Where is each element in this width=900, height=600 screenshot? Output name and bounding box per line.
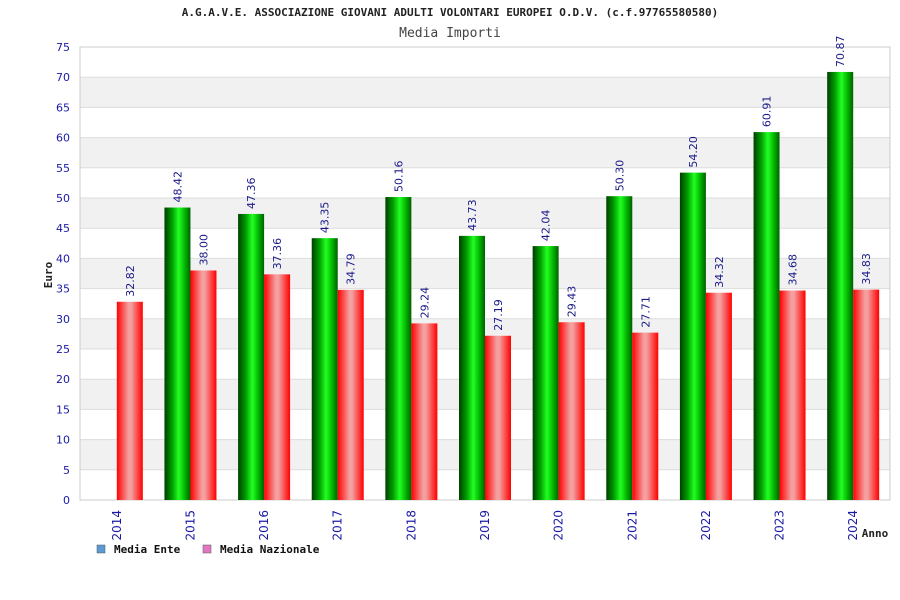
legend-label: Media Ente: [114, 543, 181, 556]
y-tick-label: 25: [56, 343, 70, 356]
bar-media-nazionale: [264, 274, 291, 500]
x-tick-label: 2017: [331, 510, 345, 541]
legend-label: Media Nazionale: [220, 543, 320, 556]
grid-band: [80, 47, 890, 78]
bar-media-ente: [238, 213, 265, 500]
data-label: 27.19: [492, 299, 505, 331]
y-tick-label: 45: [56, 222, 70, 235]
data-label: 37.36: [271, 238, 284, 270]
data-label: 29.24: [418, 287, 431, 319]
y-axis-label: Euro: [42, 261, 55, 288]
y-tick-label: 65: [56, 101, 70, 114]
data-label: 27.71: [639, 296, 652, 328]
data-label: 32.82: [124, 265, 137, 297]
bar-media-nazionale: [779, 290, 806, 500]
data-label: 50.30: [613, 160, 626, 192]
bar-media-ente: [385, 197, 412, 500]
y-tick-label: 20: [56, 373, 70, 386]
legend-swatch: [202, 544, 212, 554]
data-label: 43.35: [319, 202, 332, 234]
y-axis: 0 5 10 15 20 25 30 35 40 45 50 55 60 65 70 75: [56, 41, 70, 507]
bar-media-nazionale: [116, 301, 143, 500]
x-tick-label: 2022: [699, 510, 713, 541]
bars: 32.82 48.42 38.00 47.36 37.36 43.35 34.79 50.16…: [116, 35, 880, 501]
x-tick-label: 2024: [846, 510, 860, 541]
bar-media-nazionale: [705, 292, 732, 500]
x-tick-label: 2018: [404, 510, 418, 541]
data-label: 34.83: [860, 253, 873, 285]
y-tick-label: 10: [56, 434, 70, 447]
chart-subtitle: Media Importi: [399, 26, 501, 41]
bar-media-ente: [606, 196, 633, 501]
data-label: 70.87: [834, 35, 847, 67]
y-tick-label: 15: [56, 403, 70, 416]
data-label: 34.32: [713, 256, 726, 288]
data-label: 43.73: [466, 199, 479, 231]
bar-media-ente: [164, 207, 191, 500]
y-tick-label: 60: [56, 132, 70, 145]
bar-media-nazionale: [485, 335, 511, 500]
x-tick-label: 2016: [257, 510, 271, 541]
x-tick-label: 2015: [183, 510, 197, 541]
chart-title: A.G.A.V.E. ASSOCIAZIONE GIOVANI ADULTI V…: [182, 6, 718, 19]
bar-media-nazionale: [190, 270, 217, 500]
bar-media-nazionale: [411, 323, 438, 500]
data-label: 60.91: [761, 96, 774, 128]
bar-media-ente: [827, 71, 854, 501]
bar-media-nazionale: [853, 289, 880, 500]
y-tick-label: 35: [56, 283, 70, 296]
y-tick-label: 55: [56, 162, 70, 175]
x-axis-label: Anno: [862, 527, 889, 540]
data-label: 34.68: [787, 254, 800, 286]
bar-media-ente: [679, 172, 706, 500]
bar-media-ente: [532, 246, 559, 500]
data-label: 48.42: [171, 171, 184, 203]
x-axis: 2014 2015 2016 2017 2018 2019 2020 2021 2022 2023…: [110, 510, 860, 541]
bar-media-nazionale: [337, 289, 364, 500]
data-label: 34.79: [345, 253, 358, 285]
y-tick-label: 0: [63, 494, 70, 507]
data-label: 47.36: [245, 177, 258, 209]
y-tick-label: 50: [56, 192, 70, 205]
bar-media-ente: [753, 132, 780, 500]
y-tick-label: 30: [56, 313, 70, 326]
x-tick-label: 2023: [773, 510, 787, 541]
legend-swatch: [96, 544, 106, 554]
y-tick-label: 70: [56, 71, 70, 84]
x-tick-label: 2019: [478, 510, 492, 541]
bar-media-ente: [459, 235, 485, 501]
x-tick-label: 2014: [110, 510, 124, 541]
bar-media-ente: [311, 238, 338, 500]
data-label: 50.16: [392, 161, 405, 193]
bar-media-nazionale: [558, 322, 585, 500]
y-tick-label: 5: [63, 464, 70, 477]
data-label: 54.20: [687, 136, 700, 168]
grid-band: [80, 77, 890, 108]
data-label: 42.04: [540, 210, 553, 242]
data-label: 38.00: [197, 234, 210, 266]
x-tick-label: 2020: [552, 510, 566, 541]
x-tick-label: 2021: [625, 510, 639, 541]
legend: Media Ente Media Nazionale: [96, 543, 320, 556]
bar-media-nazionale: [632, 332, 659, 500]
data-label: 29.43: [566, 286, 579, 318]
y-tick-label: 75: [56, 41, 70, 54]
y-tick-label: 40: [56, 252, 70, 265]
